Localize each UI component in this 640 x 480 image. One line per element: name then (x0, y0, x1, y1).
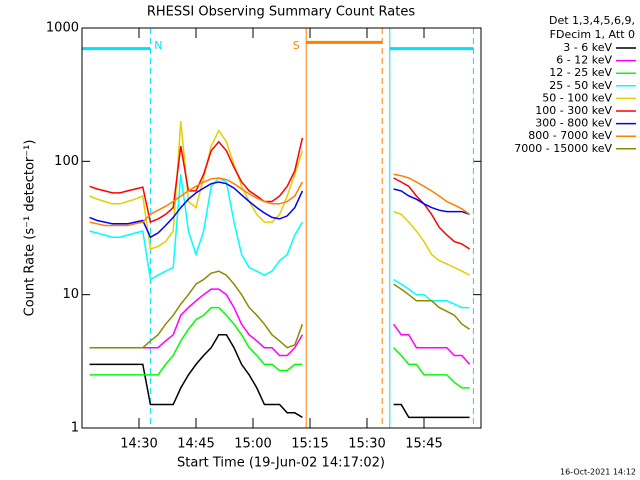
x-axis-label: Start Time (19-Jun-02 14:17:02) (177, 456, 385, 471)
flag-label: N (154, 39, 162, 52)
legend-header: Det 1,3,4,5,6,9, (549, 14, 635, 27)
legend-label: 6 - 12 keV (556, 54, 612, 67)
y-tick-label: 1 (71, 421, 79, 436)
plot-data (82, 28, 474, 428)
x-tick-label: 15:45 (405, 437, 442, 452)
x-tick-label: 14:30 (120, 437, 157, 452)
legend-label: 3 - 6 keV (563, 41, 612, 54)
y-tick-label: 10 (62, 287, 79, 302)
footer: 16-Oct-2021 14:12 (560, 468, 636, 477)
y-tick-label: 100 (54, 154, 79, 169)
series-line (89, 121, 470, 276)
y-tick-label: 1000 (46, 21, 79, 36)
y-axis-label: Count Rate (s⁻¹ detector⁻¹) (23, 140, 38, 317)
legend-label: 100 - 300 keV (535, 104, 612, 117)
series-line (89, 181, 470, 239)
legend-header: FDecim 1, Att 0 (550, 28, 635, 41)
series-line (89, 306, 470, 389)
x-tick-label: 14:45 (177, 437, 214, 452)
legend-label: 25 - 50 keV (549, 79, 612, 92)
plot-frame (81, 27, 482, 429)
legend-label: 12 - 25 keV (549, 66, 612, 79)
x-tick-label: 15:15 (291, 437, 328, 452)
x-tick-label: 15:00 (234, 437, 271, 452)
series-line (89, 334, 470, 419)
legend-label: 7000 - 15000 keV (514, 142, 612, 155)
legend-label: 300 - 800 keV (535, 117, 612, 130)
legend-label: 800 - 7000 keV (528, 129, 612, 142)
x-tick-label: 15:30 (348, 437, 385, 452)
series-line (89, 173, 471, 227)
flag-label: S (293, 39, 300, 52)
legend-label: 50 - 100 keV (542, 91, 612, 104)
chart-title: RHESSI Observing Summary Count Rates (147, 5, 416, 20)
series-line (89, 270, 471, 349)
